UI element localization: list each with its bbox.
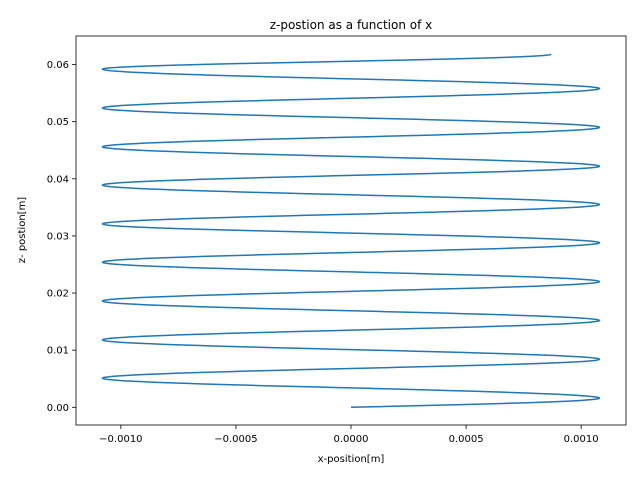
y-tick-label: 0.02 <box>47 289 69 300</box>
y-axis-label: z- postion[m] <box>17 197 28 264</box>
x-axis-label: x-position[m] <box>318 454 385 465</box>
y-tick-label: 0.00 <box>47 403 69 414</box>
plot-area <box>76 36 626 425</box>
x-axis-ticks: −0.0010 −0.0005 0.0000 0.0005 0.0010 <box>99 425 599 445</box>
x-tick-label: −0.0010 <box>99 434 142 445</box>
x-tick-label: 0.0010 <box>564 434 599 445</box>
x-tick-label: 0.0005 <box>449 434 484 445</box>
y-tick-label: 0.06 <box>47 60 69 71</box>
x-tick-label: 0.0000 <box>334 434 369 445</box>
x-tick-label: −0.0005 <box>214 434 257 445</box>
y-axis-ticks: 0.00 0.01 0.02 0.03 0.04 0.05 0.06 <box>47 60 76 414</box>
y-tick-label: 0.04 <box>47 174 69 185</box>
chart-title: z-postion as a function of x <box>270 18 433 32</box>
series-layer <box>101 53 601 409</box>
y-tick-label: 0.05 <box>47 117 69 128</box>
y-tick-label: 0.03 <box>47 231 69 242</box>
series-line <box>101 53 601 409</box>
y-tick-label: 0.01 <box>47 346 69 357</box>
